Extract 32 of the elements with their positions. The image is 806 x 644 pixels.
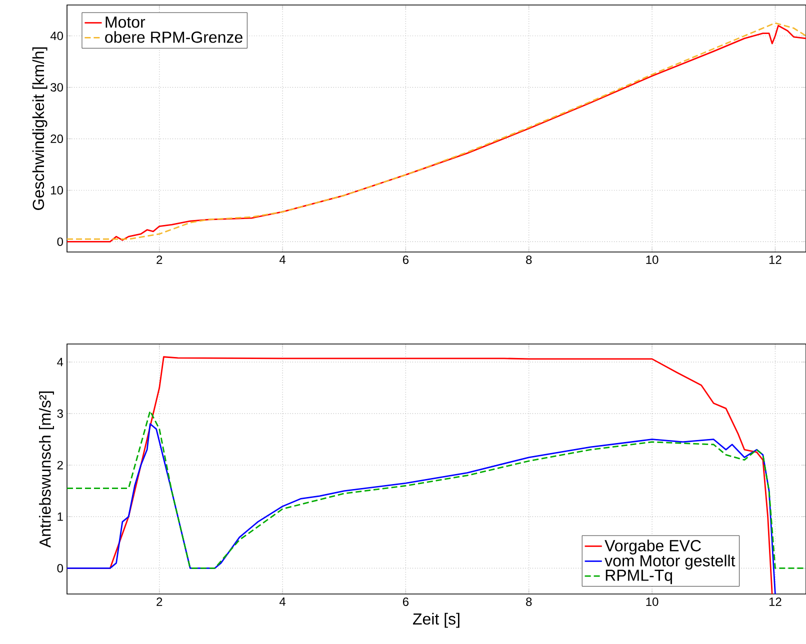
y-tick-label: 20 [50,134,64,144]
x-tick-label: 6 [402,256,409,264]
x-tick-label: 8 [526,256,532,264]
legend-label: vom Motor gestellt [604,554,736,570]
y-tick-label: 4 [57,358,64,366]
x-axis-title: Zeit [s] [413,612,460,628]
y-tick-label: 0 [57,237,64,246]
y-axis-title: Geschwindigkeit [km/h] [32,47,48,210]
x-tick-label: 12 [769,256,782,264]
y-tick-label: 3 [57,409,63,418]
y-tick-label: 0 [57,564,64,572]
x-tick-label: 8 [526,598,532,606]
x-tick-label: 4 [279,256,286,264]
legend-label: RPML-Tq [606,570,672,584]
x-tick-label: 2 [156,598,162,606]
legend-label: obere RPM-Grenze [105,31,242,43]
y-tick-label: 30 [50,83,64,92]
x-tick-label: 6 [402,598,409,606]
line-series [67,423,776,594]
legend-label: Vorgabe EVC [604,540,701,555]
y-tick-label: 1 [58,512,63,521]
x-tick-label: 10 [646,256,658,264]
y-tick-label: 2 [57,460,63,470]
line-series [67,410,806,569]
x-tick-label: 12 [769,598,782,606]
y-axis-title: Antriebswunsch [m/s²] [39,391,54,548]
legend-label: Motor [106,16,146,28]
x-tick-label: 4 [279,598,286,606]
x-tick-label: 10 [646,598,658,606]
y-tick-label: 40 [50,32,64,40]
y-tick-label: 10 [51,186,64,194]
x-tick-label: 2 [156,256,162,264]
